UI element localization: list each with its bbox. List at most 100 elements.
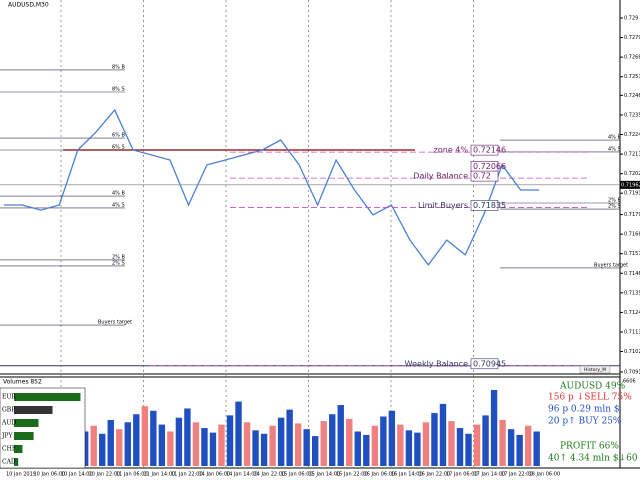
volume-bar xyxy=(320,421,327,466)
price-line xyxy=(4,108,539,266)
volume-bar xyxy=(414,432,421,466)
volume-bar xyxy=(133,414,140,466)
volume-bar xyxy=(116,429,123,466)
current-price: 0.71962 xyxy=(621,182,640,188)
volume-bar xyxy=(482,415,489,466)
volume-bar xyxy=(260,433,268,466)
x-tick-label: 11 Jan 14:00 xyxy=(144,472,176,478)
volume-bar xyxy=(448,421,455,466)
y-tick-label: 0.72245 xyxy=(624,132,640,138)
info-buy: 20 p↑ BUY 25% xyxy=(548,417,622,427)
zone-label: Limit Buyers xyxy=(418,201,468,210)
volume-bar xyxy=(141,406,149,466)
zone-price: 0.72066 xyxy=(473,162,506,171)
volume-bar xyxy=(226,415,234,466)
volume-bar xyxy=(346,418,353,466)
level-label: Buyers target xyxy=(594,262,628,268)
x-tick-label: 16 Jan 22:00 xyxy=(419,472,451,478)
x-tick-label: 11 Jan 06:00 xyxy=(116,472,148,478)
volume-bar xyxy=(294,423,302,466)
volume-bar xyxy=(439,403,447,466)
volume-bar xyxy=(380,416,387,466)
volume-bar xyxy=(175,417,183,466)
x-tick-label: 17 Jan 14:00 xyxy=(474,472,506,478)
volume-bar xyxy=(252,430,259,466)
history-button[interactable] xyxy=(579,365,611,374)
zone-label: zone 4% xyxy=(434,146,469,155)
y-tick-label: 0.7257 xyxy=(624,74,640,80)
x-tick-label: 16 Jan 14:00 xyxy=(391,472,423,478)
currency: AUD xyxy=(1,420,16,427)
volume-bar xyxy=(337,405,344,466)
y-tick-label: 0.71685 xyxy=(624,232,640,238)
volume-max: 6606 xyxy=(623,379,636,385)
y-tick-label: 0.7268 xyxy=(624,55,640,61)
volume-bar xyxy=(499,419,506,466)
info-sell: 156 p ↓SELL 75% xyxy=(548,393,632,403)
currency: GBP xyxy=(2,407,15,414)
x-tick-label: 10 Jan 2019 xyxy=(6,472,36,478)
y-tick-label: 0.72025 xyxy=(624,171,640,177)
volume-bar xyxy=(269,425,276,466)
y-tick-label: 0.71025 xyxy=(624,349,640,355)
y-tick-label: 0.71795 xyxy=(624,212,640,218)
volume-bar xyxy=(124,422,131,466)
volume-bar xyxy=(277,417,285,466)
volume-bar xyxy=(397,424,404,466)
x-tick-label: 16 Jan 06:00 xyxy=(364,472,396,478)
y-tick-label: 0.72465 xyxy=(624,93,640,99)
level-label: 6% S xyxy=(112,144,125,150)
y-tick-label: 0.7091 xyxy=(624,370,640,376)
strength-bar xyxy=(14,419,39,427)
x-tick-label: 14 Jan 22:00 xyxy=(254,472,286,478)
volume-bar xyxy=(490,390,498,466)
volume-bar xyxy=(184,408,191,466)
y-tick-label: 0.71915 xyxy=(624,191,640,197)
volume-bar xyxy=(473,424,481,466)
level-label: 2% B xyxy=(608,198,622,204)
y-tick-label: 0.71135 xyxy=(624,329,640,335)
zone-price: 0.70945 xyxy=(473,359,506,368)
volume-bar xyxy=(90,425,97,466)
chart-title: AUDUSD,M30 xyxy=(8,2,49,9)
history-label: History_M xyxy=(584,367,606,373)
strength-bar xyxy=(14,406,53,414)
volume-bar xyxy=(312,436,319,466)
zone-price: 0.72 xyxy=(473,172,491,181)
volume-title: Volumes 852 xyxy=(3,379,42,386)
level-label: 4% S xyxy=(608,146,621,152)
info-profit: PROFIT 66% xyxy=(560,442,619,452)
y-tick-label: 0.71245 xyxy=(624,310,640,316)
x-tick-label: 17 Jan 06:00 xyxy=(446,472,478,478)
volume-bar xyxy=(158,424,166,466)
level-label: 2% S xyxy=(608,204,621,210)
x-tick-label: 10 Jan 22:00 xyxy=(89,472,121,478)
volume-bar xyxy=(286,409,293,466)
y-tick-label: 0.7279 xyxy=(624,35,640,41)
volume-bar xyxy=(167,431,174,466)
y-tick-label: 0.72135 xyxy=(624,152,640,158)
volume-bar xyxy=(107,419,114,466)
info-bottom: 40↑ 4.34 mln $↓60 xyxy=(548,454,638,464)
volume-bar xyxy=(422,422,430,466)
volume-bar xyxy=(371,425,379,466)
volume-bar xyxy=(218,424,225,466)
volume-bar xyxy=(388,410,396,466)
zone-price: 0.72146 xyxy=(473,146,506,155)
strength-bar xyxy=(14,393,81,401)
zone-label: Weekly Balance xyxy=(405,359,468,368)
volume-bar xyxy=(235,401,242,466)
current-price-box xyxy=(620,180,640,189)
currency: JPY xyxy=(1,433,13,440)
volume-bar xyxy=(431,413,438,466)
currency: CHF xyxy=(2,446,16,453)
volume-bar xyxy=(192,422,200,466)
zone-price: 0.71835 xyxy=(473,201,506,210)
volume-bar xyxy=(329,414,336,466)
level-label: 4% B xyxy=(608,135,622,141)
volume-bar xyxy=(456,428,464,466)
level-label: Buyers target xyxy=(98,320,132,326)
x-tick-label: 17 Jan 22:00 xyxy=(501,472,533,478)
